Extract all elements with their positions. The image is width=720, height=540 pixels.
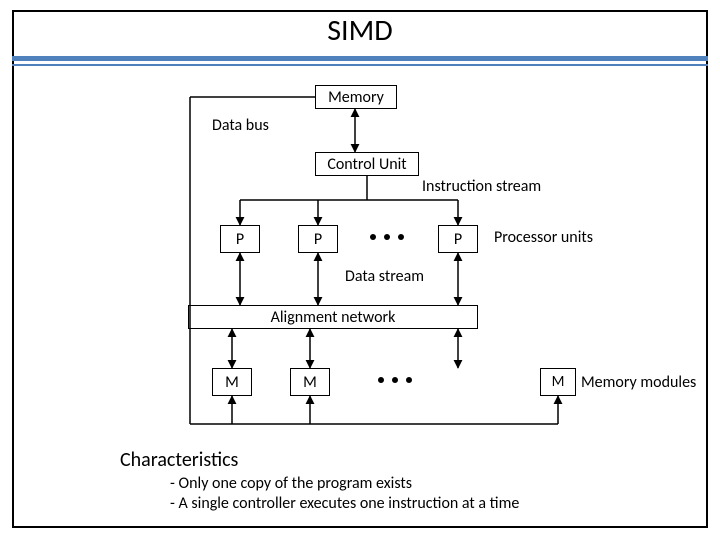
memory-modules-label: Memory modules <box>581 373 696 392</box>
memory-box: Memory <box>315 85 397 109</box>
data-bus-label: Data bus <box>212 116 269 135</box>
slide-title: SIMD <box>12 12 708 49</box>
title-underline-thin <box>12 64 708 66</box>
alignment-network-box: Alignment network <box>188 305 478 329</box>
memory-module-box-2: M <box>290 368 330 396</box>
data-stream-label: Data stream <box>345 267 424 286</box>
ellipsis-icon <box>370 234 404 240</box>
processor-box-1: P <box>220 225 260 253</box>
control-unit-box: Control Unit <box>315 152 419 176</box>
processor-box-n: P <box>438 225 478 253</box>
processor-box-2: P <box>298 225 338 253</box>
processor-units-label: Processor units <box>494 228 593 247</box>
memory-module-box-n: M <box>540 368 576 396</box>
bullet-2: - A single controller executes one instr… <box>170 494 519 513</box>
title-underline-thick <box>12 56 708 61</box>
ellipsis-icon <box>378 377 412 383</box>
memory-module-box-1: M <box>212 368 252 396</box>
characteristics-heading: Characteristics <box>120 448 238 472</box>
bullet-1: - Only one copy of the program exists <box>170 474 412 493</box>
instruction-stream-label: Instruction stream <box>422 177 541 196</box>
